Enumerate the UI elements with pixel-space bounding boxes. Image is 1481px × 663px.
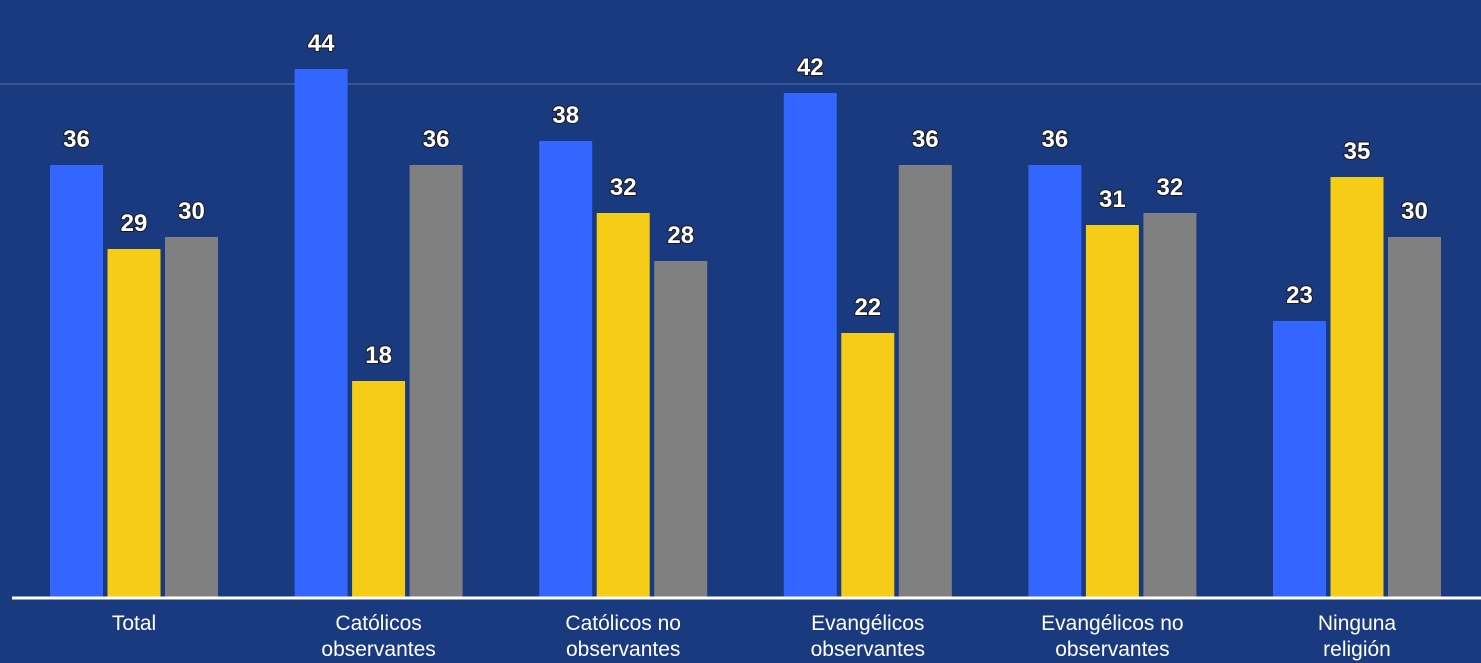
bar [841,333,895,597]
bar [1085,225,1139,597]
category-labels-layer: Total Católicos observantes Católicos no obs… [112,612,1397,661]
category-label: observantes [1055,638,1169,661]
bar-value-label: 42 [797,54,824,81]
bar-value-label: 36 [1042,126,1069,153]
bar-value-label: 30 [178,198,205,225]
category-label: observantes [811,638,925,661]
bar [654,261,708,597]
category-label: Evangélicos [811,612,924,635]
bar [165,237,218,597]
category-label: Católicos no [565,612,681,635]
bar [409,165,463,597]
category-label: Evangélicos no [1041,612,1183,635]
bar-value-label: 36 [423,126,450,153]
value-labels-layer: 36 29 30 44 18 36 38 32 28 42 22 36 36 31 32 23 35 30 [62,29,1429,370]
bar [352,381,406,597]
bar [898,165,952,597]
bar-value-label: 23 [1286,282,1313,309]
bar [596,213,650,597]
bar [50,165,103,597]
bar [1388,237,1441,597]
bar-value-label: 36 [912,126,939,153]
bars-layer [50,69,1441,597]
bar [1143,213,1197,597]
bar-value-label: 22 [854,294,881,321]
bar-value-label: 29 [121,210,148,237]
bar [539,141,593,597]
category-label: observantes [566,638,680,661]
bar [107,249,161,597]
bar-value-label: 32 [610,174,637,201]
bar [1273,321,1326,597]
bar [1330,177,1384,597]
bar [783,93,837,597]
bar [1028,165,1082,597]
bar-value-label: 35 [1344,138,1371,165]
bar-value-label: 28 [667,222,694,249]
bar-value-label: 36 [63,126,90,153]
bar-value-label: 30 [1401,198,1428,225]
bar-value-label: 32 [1157,174,1184,201]
bar-value-label: 38 [552,102,579,129]
category-label: Ninguna [1318,612,1397,635]
bar [294,69,348,597]
bar-value-label: 18 [365,342,392,369]
category-label: religión [1323,638,1391,661]
category-label: Total [112,612,156,635]
category-label: Católicos [335,612,421,635]
bar-value-label: 44 [308,30,335,57]
category-label: observantes [321,638,435,661]
bar-value-label: 31 [1099,186,1126,213]
